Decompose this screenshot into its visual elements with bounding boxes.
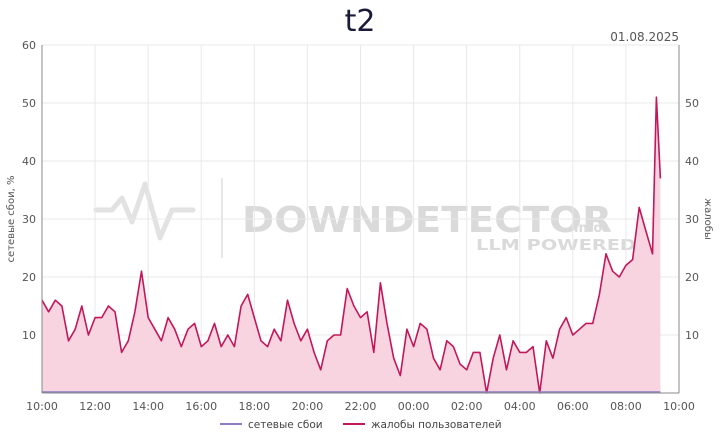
chart-title: t2 <box>345 4 376 39</box>
x-tick-label: 04:00 <box>504 400 536 413</box>
watermark: DOWNDETECTOR info LLM POWERED <box>93 178 636 258</box>
x-tick-label: 14:00 <box>132 400 164 413</box>
complaints-area <box>42 97 661 393</box>
legend: сетевые сбои жалобы пользователей <box>220 419 502 431</box>
complaints-series-line <box>41 96 662 394</box>
watermark-pulse-icon <box>93 181 196 241</box>
legend-complaints-label: жалобы пользователей <box>371 419 502 431</box>
left-tick-labels: 10 20 30 40 50 60 <box>22 39 36 342</box>
left-axis-title: сетевые сбои, % <box>6 176 17 263</box>
x-tick-label: 10:00 <box>26 400 58 413</box>
left-tick-label: 30 <box>22 213 36 226</box>
legend-outages-label: сетевые сбои <box>248 419 323 431</box>
right-tick-label: 30 <box>685 213 699 226</box>
right-tick-label: 20 <box>685 271 699 284</box>
right-tick-label: 10 <box>685 329 699 342</box>
watermark-subtext: LLM POWERED <box>476 236 636 254</box>
x-tick-label: 00:00 <box>398 400 430 413</box>
x-tick-label: 02:00 <box>451 400 483 413</box>
right-tick-label: 40 <box>685 155 699 168</box>
x-tick-label: 22:00 <box>345 400 377 413</box>
left-tick-label: 50 <box>22 97 36 110</box>
left-tick-label: 40 <box>22 155 36 168</box>
watermark-suffix: info <box>574 221 602 236</box>
x-tick-label: 16:00 <box>185 400 217 413</box>
left-tick-label: 60 <box>22 39 36 52</box>
left-tick-label: 20 <box>22 271 36 284</box>
x-tick-label: 12:00 <box>79 400 111 413</box>
right-axis-title: жалобы <box>702 198 713 240</box>
x-tick-label: 08:00 <box>610 400 642 413</box>
x-tick-labels: 10:00 12:00 14:00 16:00 18:00 20:00 22:00 00:00… <box>26 400 695 413</box>
watermark-text: DOWNDETECTOR <box>242 200 612 241</box>
x-tick-label: 20:00 <box>292 400 324 413</box>
right-tick-label: 50 <box>685 97 699 110</box>
left-tick-label: 10 <box>22 329 36 342</box>
x-tick-label: 06:00 <box>557 400 589 413</box>
x-tick-label: 10:00 <box>663 400 695 413</box>
chart-date: 01.08.2025 <box>610 30 679 44</box>
x-tick-label: 18:00 <box>238 400 270 413</box>
right-tick-labels: 10 20 30 40 50 <box>685 97 699 342</box>
